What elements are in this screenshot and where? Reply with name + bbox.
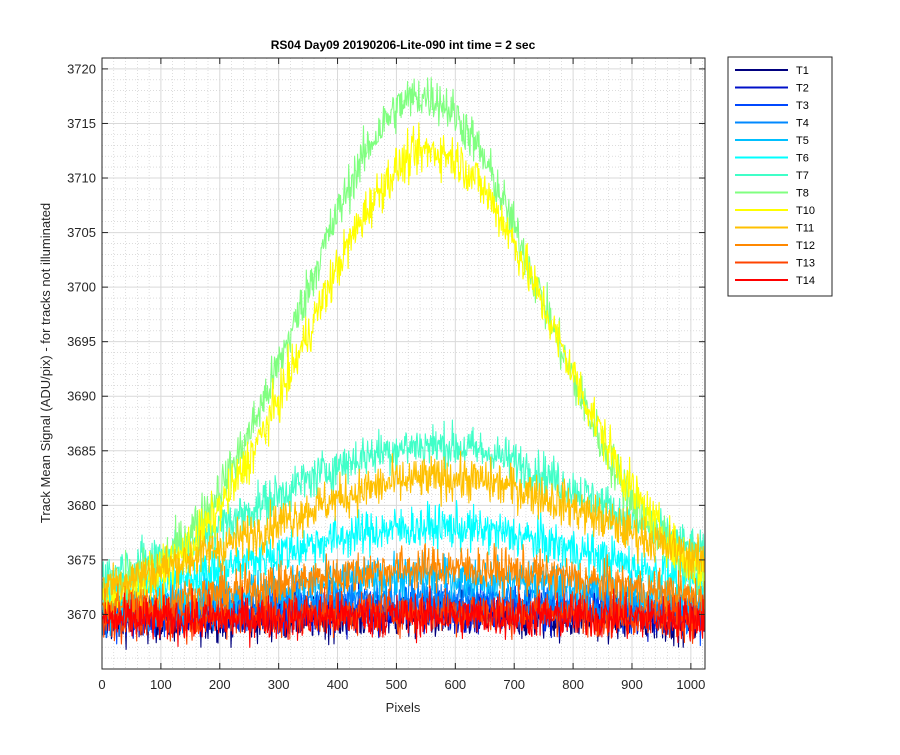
y-axis: 3670 3675 3680 3685 3690 3695 3700 3705 3710 3715… (67, 61, 705, 622)
legend-box (727, 56, 833, 297)
legend: T1 T2 T3 T4 T5 T6 T7 T8 T10 T11 T12 T13 T14 (727, 56, 833, 297)
chart-title: RS04 Day09 20190206-Lite-090 int time = … (271, 38, 536, 52)
series-line-t10 (102, 122, 705, 619)
x-tick-label: 800 (562, 677, 584, 692)
y-axis-label: Track Mean Signal (ADU/pix) - for tracks… (38, 203, 53, 523)
x-tick-label: 300 (268, 677, 290, 692)
legend-label: T8 (796, 188, 809, 200)
x-tick-label: 600 (444, 677, 466, 692)
legend-label: T7 (796, 170, 809, 182)
x-tick-label: 700 (503, 677, 525, 692)
legend-label: T13 (796, 258, 815, 270)
y-tick-label: 3720 (67, 61, 96, 76)
legend-label: T4 (796, 118, 809, 130)
y-tick-label: 3685 (67, 443, 96, 458)
y-tick-label: 3705 (67, 225, 96, 240)
x-axis-label: Pixels (386, 700, 421, 715)
legend-label: T5 (796, 135, 809, 147)
x-axis: 0 100 200 300 400 500 600 700 800 900 1000 (98, 58, 705, 692)
x-tick-label: 400 (327, 677, 349, 692)
x-tick-label: 100 (150, 677, 172, 692)
legend-label: T6 (796, 153, 809, 165)
x-tick-label: 1000 (676, 677, 705, 692)
series-layer (102, 77, 705, 650)
x-tick-label: 500 (386, 677, 408, 692)
legend-label: T12 (796, 240, 815, 252)
y-tick-label: 3695 (67, 334, 96, 349)
legend-label: T14 (796, 275, 815, 287)
y-tick-label: 3680 (67, 498, 96, 513)
legend-label: T3 (796, 100, 809, 112)
series-line-t6 (102, 499, 705, 620)
series-line-t14 (102, 585, 705, 648)
y-tick-label: 3710 (67, 171, 96, 186)
series-line-t12 (102, 543, 705, 627)
legend-label: T1 (796, 65, 809, 77)
y-tick-label: 3715 (67, 116, 96, 131)
plot-border (101, 57, 706, 670)
legend-label: T2 (796, 83, 809, 95)
y-tick-label: 3675 (67, 552, 96, 567)
y-tick-label: 3700 (67, 280, 96, 295)
x-tick-label: 900 (621, 677, 643, 692)
y-tick-label: 3670 (67, 607, 96, 622)
legend-label: T11 (796, 223, 814, 235)
x-tick-label: 200 (209, 677, 231, 692)
x-tick-label: 0 (98, 677, 105, 692)
series-line-t11 (102, 450, 705, 600)
legend-label: T10 (796, 205, 815, 217)
y-tick-label: 3690 (67, 389, 96, 404)
